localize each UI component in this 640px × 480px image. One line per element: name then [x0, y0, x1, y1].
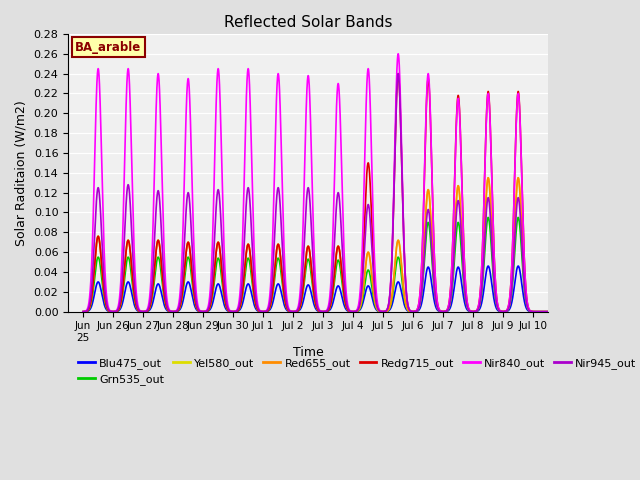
Text: BA_arable: BA_arable — [76, 41, 141, 54]
Title: Reflected Solar Bands: Reflected Solar Bands — [224, 15, 392, 30]
Legend: Blu475_out, Grn535_out, Yel580_out, Red655_out, Redg715_out, Nir840_out, Nir945_: Blu475_out, Grn535_out, Yel580_out, Red6… — [74, 353, 640, 389]
X-axis label: Time: Time — [292, 346, 324, 359]
Y-axis label: Solar Raditaion (W/m2): Solar Raditaion (W/m2) — [15, 100, 28, 246]
